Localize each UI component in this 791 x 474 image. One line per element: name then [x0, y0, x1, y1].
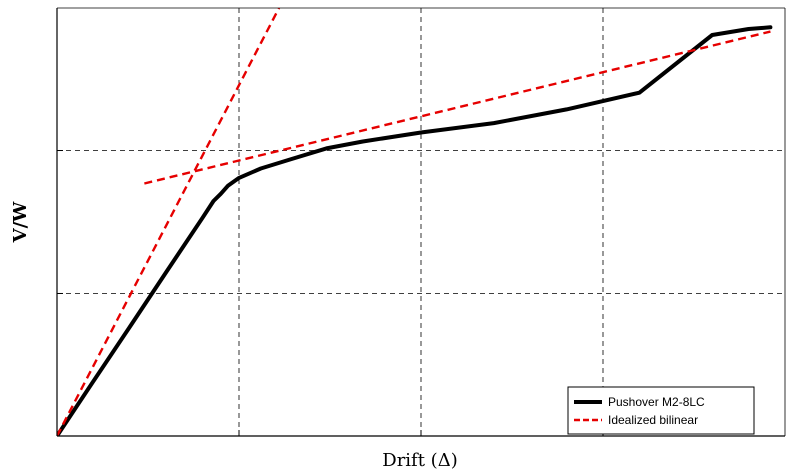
- legend-label-2: Idealized bilinear: [608, 413, 698, 427]
- series-layer: [57, 8, 773, 436]
- series-line-1: [57, 25, 773, 436]
- y-axis-label: V/W: [10, 201, 31, 244]
- x-axis-label: Drift (Δ): [382, 450, 457, 471]
- legend-label-1: Pushover M2-8LC: [608, 395, 705, 409]
- legend-box: [567, 386, 755, 435]
- legend: Pushover M2-8LC Idealized bilinear: [567, 386, 755, 435]
- plot-frame: [56, 7, 786, 437]
- grid: [57, 8, 785, 436]
- series-line-2: [57, 8, 771, 436]
